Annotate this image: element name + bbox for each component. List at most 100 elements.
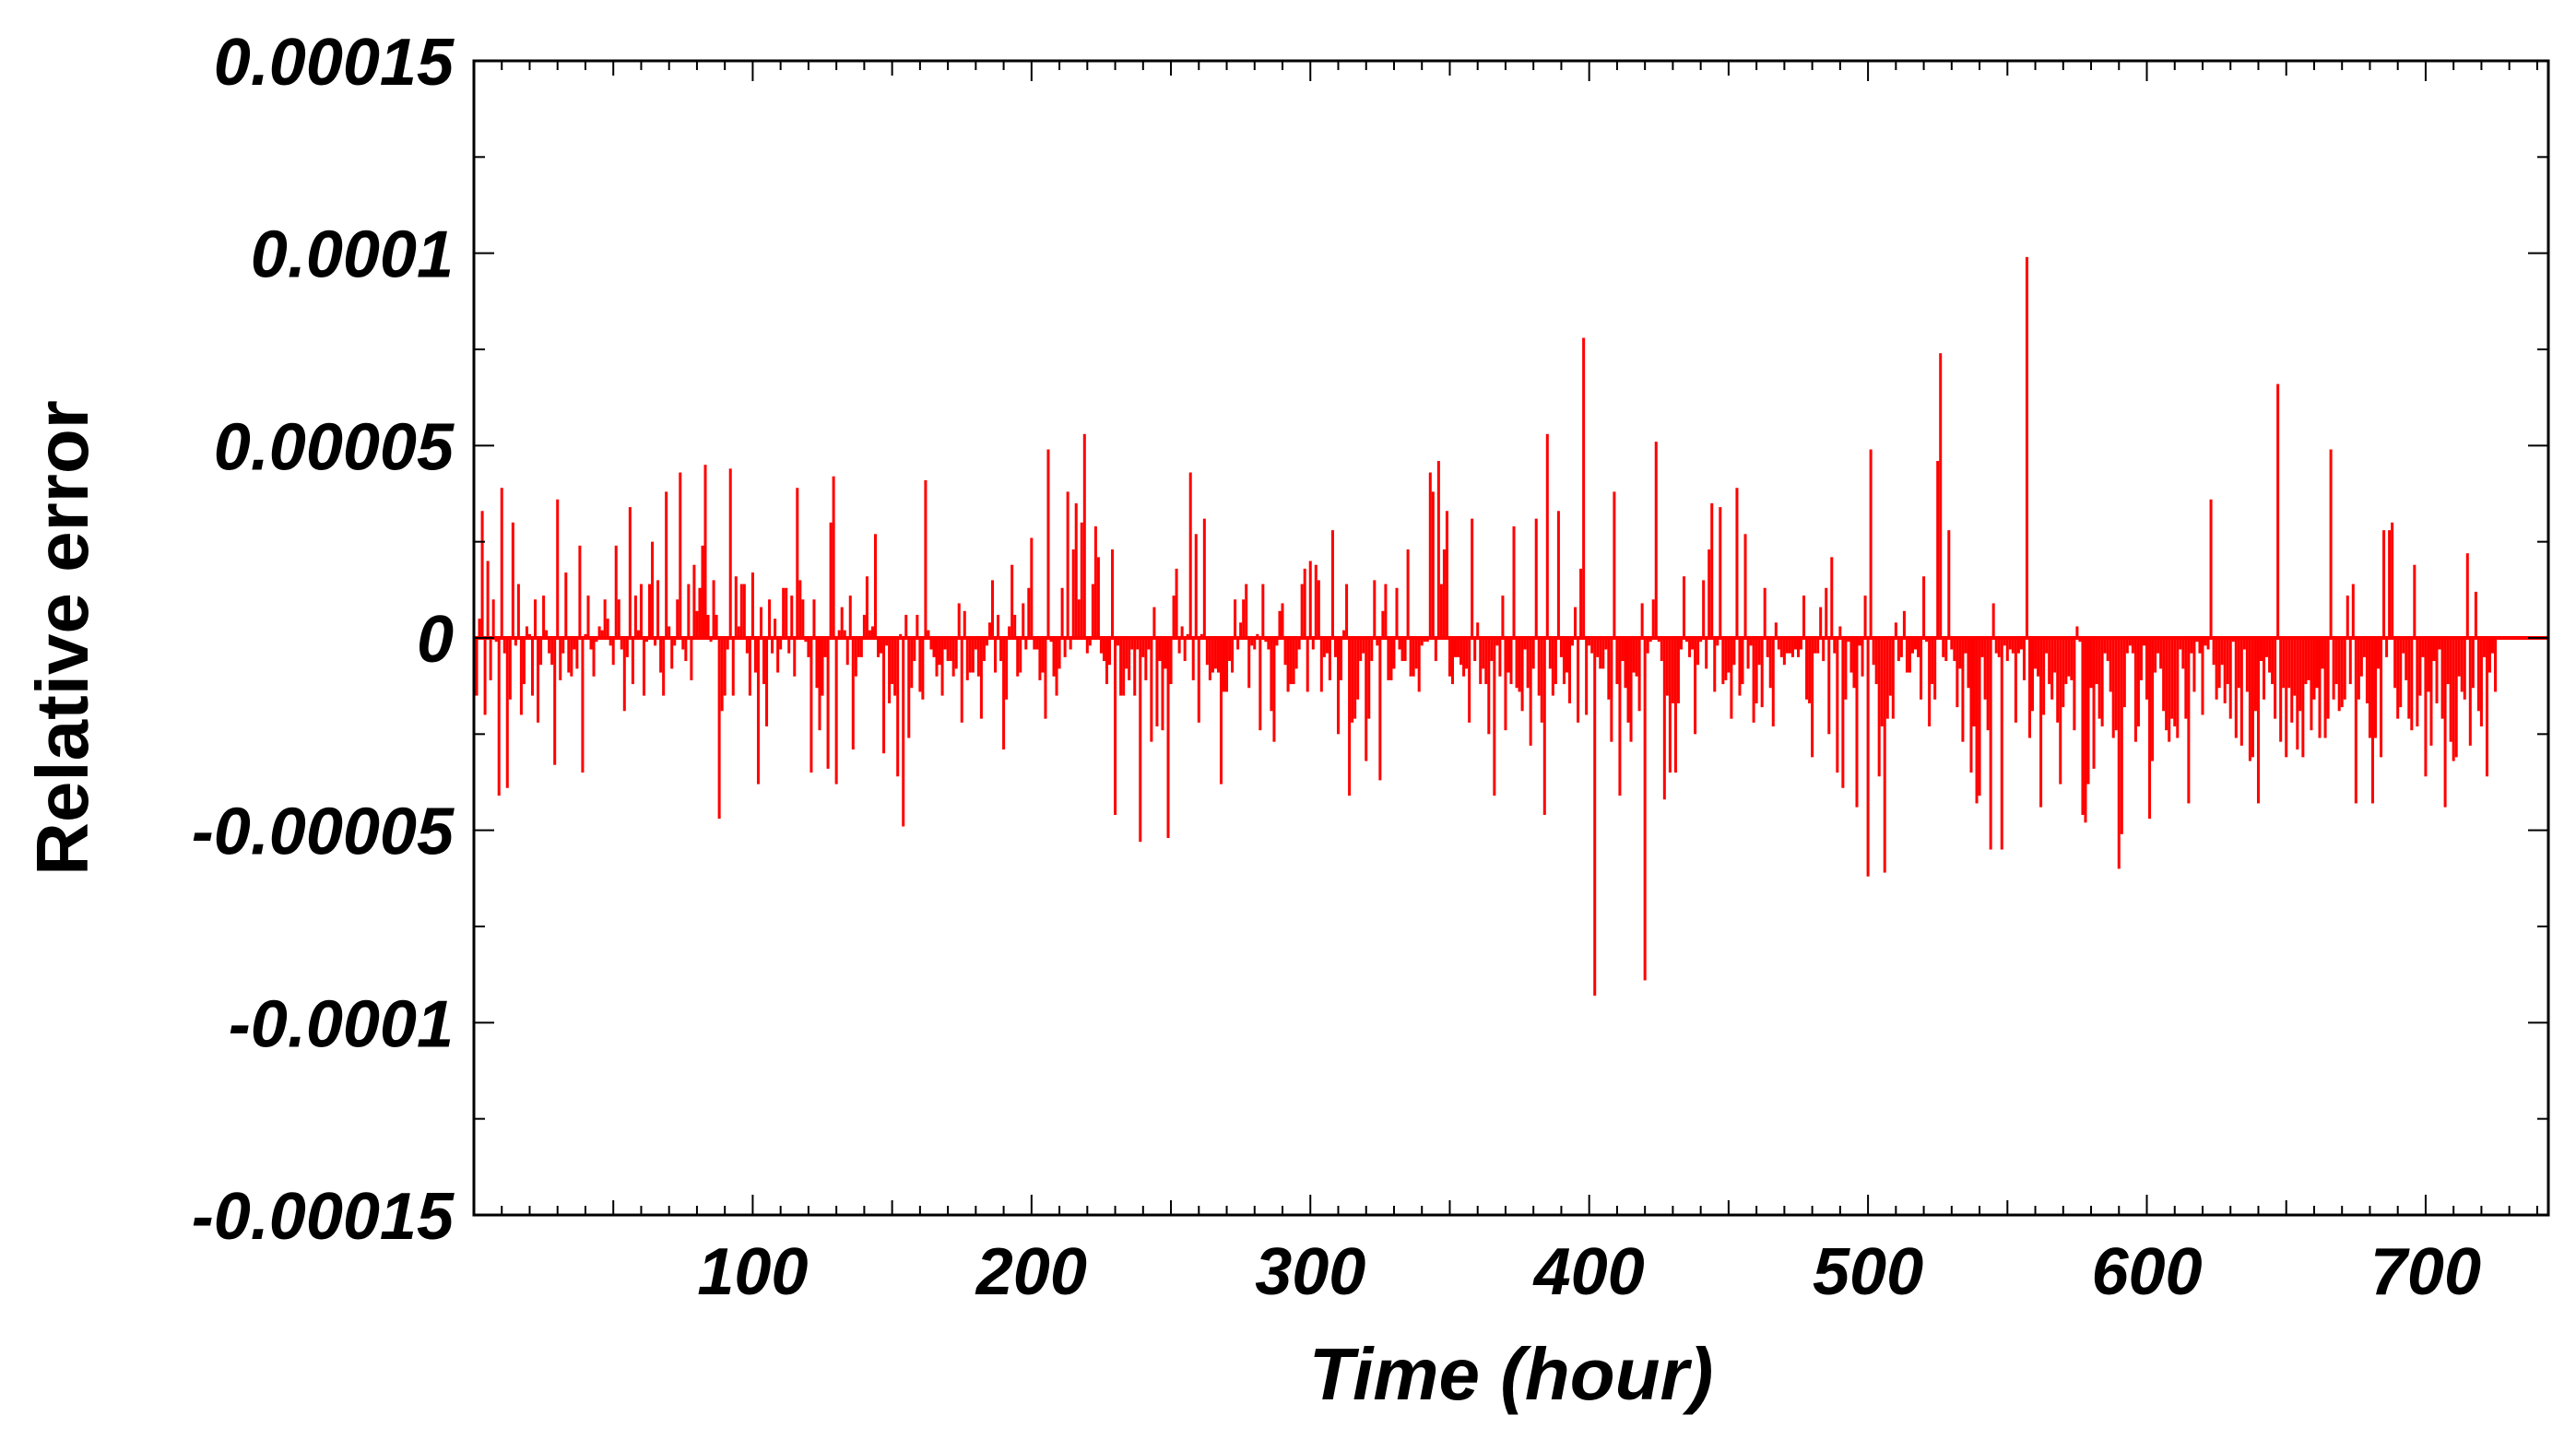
bar [1760,638,1764,708]
bar [1197,638,1200,723]
bar [1442,549,1446,638]
bar [1749,638,1753,646]
bar [1577,638,1580,723]
bar [2133,638,2137,742]
bar [2321,638,2324,669]
bar [823,638,827,657]
bar [1763,587,1767,638]
y-tick-label: -0.0001 [229,987,454,1061]
bar [1710,502,1714,638]
bar [943,638,947,650]
bar [2443,638,2447,808]
bar [1130,638,1134,650]
bar [731,638,735,696]
bar [834,638,838,784]
bar [1465,638,1469,669]
bar [2176,638,2180,738]
bar [1713,638,1717,692]
bar [1033,638,1036,650]
bar [2097,638,2101,719]
x-tick-label: 700 [2370,1235,2481,1309]
bar [2298,638,2302,712]
bar [1161,638,1164,731]
bar [1908,638,1911,673]
bar [2201,638,2204,715]
bar [1049,638,1053,643]
bar [480,511,484,638]
bar [963,610,966,638]
bar [542,596,546,638]
bar [1899,638,1903,657]
bar [1811,638,1814,758]
bar [1596,638,1600,657]
bar [534,599,538,638]
bar [2304,638,2308,685]
bar [2027,638,2032,738]
bar [1471,518,1474,638]
bar [2348,638,2352,685]
bar [1947,530,1951,638]
bar [2031,638,2035,712]
bar [893,638,897,696]
bar [1841,638,1845,788]
bar [2494,638,2498,692]
bar [1507,638,1510,673]
bar [1648,638,1652,643]
bar [1498,638,1502,677]
bar [815,638,819,689]
bar [771,638,774,654]
bar [575,638,579,669]
bar [1657,638,1660,643]
bar [1579,568,1583,638]
bar [982,638,986,662]
bar [1526,638,1530,689]
bar [589,638,593,650]
bar [899,633,903,638]
bar [2120,638,2123,834]
bar [2329,449,2333,638]
bar [859,638,863,657]
bar [497,638,501,796]
bar [1732,638,1736,666]
bar [1626,638,1630,723]
bar [2005,638,2009,662]
bar [1679,638,1683,650]
bar [1635,638,1638,677]
bar [2468,638,2472,746]
bar [2226,638,2229,685]
bar [1487,638,1491,735]
bar [1147,638,1151,650]
bar [843,630,846,638]
bar [656,580,660,638]
bar [1885,638,1889,719]
bar [1615,638,1619,685]
bar [1936,461,1940,638]
bar [1702,580,1706,638]
bar [2231,638,2235,643]
bar [1942,638,1945,657]
bar [1484,638,1488,685]
bar [756,638,760,784]
bar [1194,534,1198,638]
x-tick-label: 200 [975,1235,1087,1309]
bar [609,638,612,646]
x-tick-label: 500 [1813,1235,1923,1309]
bar [804,638,808,643]
bar [1376,638,1379,646]
bar [2142,638,2145,646]
bar [2014,638,2017,723]
bar [687,584,691,638]
bar [1719,507,1722,638]
bar [1939,353,1943,638]
bar [620,638,623,650]
bar [1306,638,1309,692]
bar [1342,630,1346,638]
bar [1796,638,1800,657]
bar [1534,518,1538,638]
bar [2290,638,2294,723]
bar [1231,638,1235,673]
bar [662,638,666,696]
bar [1250,638,1254,646]
bar [965,638,969,680]
